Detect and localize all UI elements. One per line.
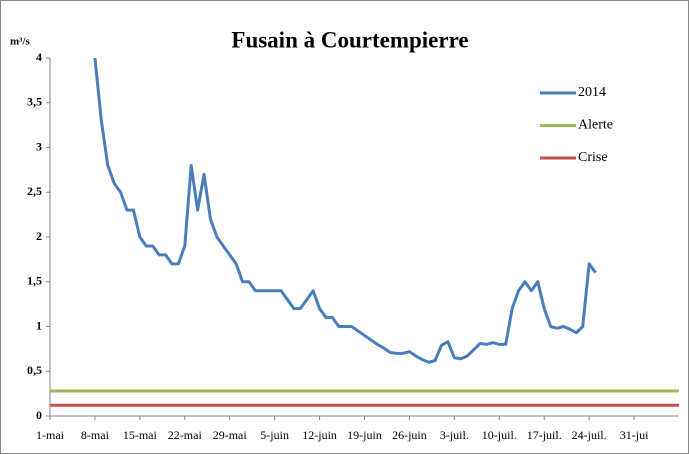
x-tick-label: 24-juil. <box>572 428 607 442</box>
y-tick-label: 0 <box>36 408 42 422</box>
y-tick-label: 2 <box>36 229 42 243</box>
y-tick-label: 3,5 <box>27 95 42 109</box>
x-tick-label: 10-juil. <box>482 428 517 442</box>
x-tick-label: 1-mai <box>36 428 65 442</box>
x-tick-label: 15-mai <box>123 428 158 442</box>
x-tick-label: 5-juin <box>260 428 289 442</box>
x-tick-label: 8-mai <box>81 428 110 442</box>
x-tick-label: 26-juin <box>392 428 427 442</box>
x-tick-label: 29-mai <box>213 428 248 442</box>
y-tick-label: 1 <box>36 318 42 332</box>
x-tick-label: 19-juin <box>347 428 382 442</box>
y-tick-label: 3 <box>36 139 42 153</box>
y-axis-unit: m³/s <box>10 36 31 48</box>
legend-label: 2014 <box>578 85 606 100</box>
chart-title: Fusain à Courtempierre <box>231 27 468 52</box>
y-tick-label: 1,5 <box>27 274 42 288</box>
x-tick-label: 31-jui <box>620 428 649 442</box>
plot-area <box>50 58 679 407</box>
x-tick-label: 22-mai <box>168 428 203 442</box>
x-tick-label: 3-juil. <box>440 428 469 442</box>
y-tick-label: 0,5 <box>27 363 42 377</box>
x-tick-label: 17-juil. <box>527 428 562 442</box>
y-tick-label: 4 <box>36 50 42 64</box>
legend-label: Alerte <box>578 118 613 133</box>
data-line <box>93 58 597 364</box>
legend-label: Crise <box>578 150 608 165</box>
y-tick-label: 2,5 <box>27 184 42 198</box>
x-tick-label: 12-juin <box>302 428 337 442</box>
